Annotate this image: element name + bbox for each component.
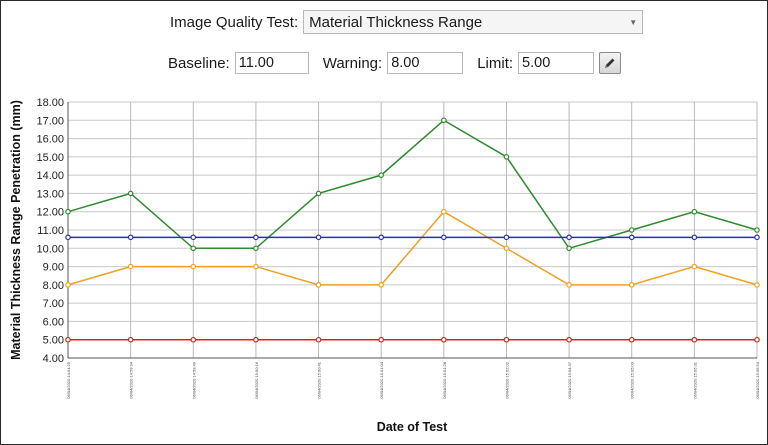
x-tick-label: 06/04/2020 15:00:16	[254, 361, 259, 398]
limit-field[interactable]: 5.00	[518, 52, 595, 74]
data-point	[441, 208, 447, 215]
y-tick-label: 13.00	[36, 188, 64, 200]
data-point	[754, 227, 760, 233]
y-axis-title: Material Thickness Range Penetration (mm…	[9, 100, 23, 360]
x-tick-label: 06/04/2020 14:59:34	[129, 361, 134, 398]
x-tick-label: 06/04/2020 14:59:49	[191, 361, 196, 398]
data-point	[691, 234, 698, 241]
data-point	[503, 234, 510, 241]
data-point	[566, 282, 572, 288]
data-point	[65, 336, 71, 343]
data-point	[566, 336, 572, 343]
y-tick-label: 5.00	[43, 335, 64, 347]
x-tick-label: 06/04/2020 15:05:31	[692, 361, 697, 398]
series	[65, 117, 760, 343]
data-point	[441, 234, 447, 241]
baseline-label: Baseline:	[168, 54, 230, 72]
data-point	[754, 336, 760, 343]
data-point	[65, 282, 71, 288]
y-tick-label: 17.00	[36, 115, 64, 127]
y-tick-label: 16.00	[36, 134, 64, 146]
data-point	[503, 245, 510, 252]
x-axis-ticks: 06/04/2020 14:54:25 06/04/2020 14:59:34 06…	[66, 361, 760, 398]
data-point	[190, 263, 197, 270]
x-tick-label: 06/04/2020 15:00:41	[317, 361, 322, 398]
x-tick-label: 06/04/2020 15:05:03	[630, 361, 635, 398]
test-select-value: Material Thickness Range	[309, 13, 483, 31]
x-tick-label: 06/04/2020 15:04:37	[567, 361, 572, 398]
data-point	[754, 234, 760, 241]
data-point	[127, 263, 134, 270]
data-point	[628, 234, 635, 241]
data-point	[691, 336, 698, 343]
x-tick-label: 06/04/2020 14:54:25	[66, 361, 71, 398]
y-tick-label: 15.00	[36, 152, 64, 164]
warning-field[interactable]: 8.00	[387, 52, 464, 74]
series-line	[67, 119, 758, 250]
data-point	[691, 208, 698, 215]
warning-label: Warning:	[322, 54, 383, 72]
chevron-down-icon: ▼	[629, 17, 638, 27]
data-point	[127, 190, 134, 197]
data-point	[65, 234, 71, 241]
data-point	[315, 282, 322, 288]
data-point	[253, 263, 259, 270]
data-point	[127, 336, 134, 343]
test-select[interactable]: Material Thickness Range ▼	[303, 10, 644, 34]
data-point	[378, 234, 384, 241]
x-tick-label: 06/04/2020 15:01:04	[379, 361, 384, 398]
data-point	[378, 336, 384, 343]
data-point	[190, 234, 197, 241]
y-tick-label: 6.00	[43, 316, 64, 328]
data-point	[503, 336, 510, 343]
data-point	[566, 245, 572, 252]
data-point	[378, 282, 384, 288]
data-point	[253, 336, 259, 343]
data-point	[253, 245, 259, 252]
limit-label: Limit:	[477, 54, 514, 72]
data-point	[441, 336, 447, 343]
data-point	[190, 336, 197, 343]
test-label: Image Quality Test:	[170, 13, 299, 31]
data-point	[378, 172, 384, 178]
x-tick-label: 06/04/2020 15:01:28	[442, 361, 447, 398]
y-tick-label: 14.00	[36, 170, 64, 182]
data-point	[691, 263, 698, 270]
data-point	[628, 282, 635, 288]
data-point	[628, 336, 635, 343]
y-tick-label: 10.00	[36, 243, 64, 255]
data-point	[65, 208, 71, 215]
y-tick-label: 4.00	[43, 353, 64, 365]
data-point	[754, 282, 760, 288]
test-selector-row: Image Quality Test: Material Thickness R…	[170, 9, 644, 35]
y-tick-label: 11.00	[37, 225, 64, 237]
y-tick-label: 18.00	[36, 97, 64, 109]
data-point	[127, 234, 134, 241]
y-axis-ticks: 4.00 5.00 6.00 7.00 8.00 9.00 10.00 11.00 12.00 1…	[36, 97, 64, 365]
data-point	[441, 117, 447, 124]
y-tick-label: 12.00	[36, 207, 64, 219]
y-tick-label: 7.00	[43, 298, 64, 310]
baseline-field[interactable]: 11.00	[234, 52, 309, 74]
x-axis-title: Date of Test	[377, 420, 448, 434]
data-point	[628, 227, 635, 233]
data-point	[190, 245, 197, 252]
pencil-icon	[605, 58, 615, 68]
y-tick-label: 8.00	[43, 280, 64, 292]
series-line	[67, 210, 758, 286]
y-tick-label: 9.00	[43, 262, 64, 274]
data-point	[566, 234, 572, 241]
data-point	[503, 154, 510, 160]
edit-button[interactable]	[599, 52, 622, 74]
data-point	[315, 234, 322, 241]
threshold-row: Baseline: 11.00 Warning: 8.00 Limit: 5.0…	[168, 51, 622, 75]
x-tick-label: 06/04/2020 15:02:02	[504, 361, 509, 398]
x-tick-label: 06/04/2020 15:05:54	[755, 361, 760, 398]
data-point	[315, 336, 322, 343]
data-point	[253, 234, 259, 241]
data-point	[315, 190, 322, 197]
